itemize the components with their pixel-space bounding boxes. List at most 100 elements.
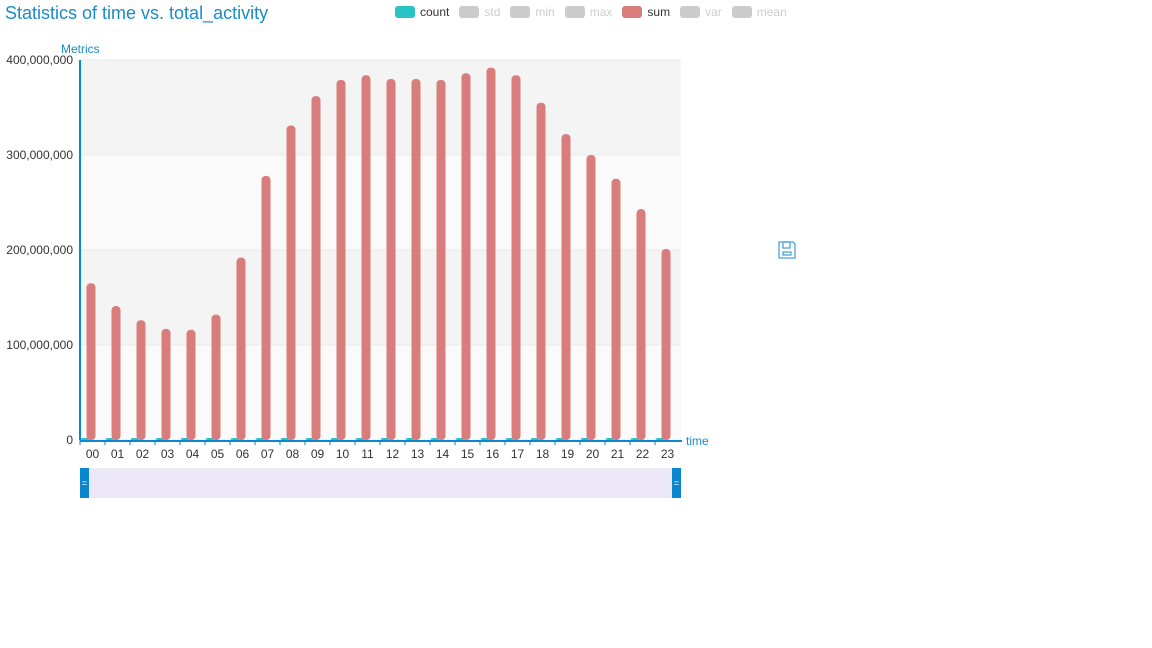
x-tick-label: 19 bbox=[561, 447, 575, 461]
bar-sum-10[interactable] bbox=[336, 79, 346, 440]
x-tick-label: 06 bbox=[236, 447, 250, 461]
bar-sum-22[interactable] bbox=[636, 209, 646, 440]
bar-count-21[interactable] bbox=[605, 438, 615, 440]
bar-count-20[interactable] bbox=[580, 438, 590, 440]
bar-count-23[interactable] bbox=[655, 438, 665, 440]
legend-item-sum[interactable]: sum bbox=[622, 5, 670, 19]
bar-sum-17[interactable] bbox=[511, 75, 521, 440]
bar-sum-05[interactable] bbox=[211, 314, 221, 440]
x-tick-label: 17 bbox=[511, 447, 525, 461]
bar-sum-08[interactable] bbox=[286, 125, 296, 441]
x-tick-label: 22 bbox=[636, 447, 650, 461]
grid-band bbox=[80, 155, 680, 250]
legend-label: std bbox=[484, 5, 501, 19]
bar-sum-12[interactable] bbox=[386, 79, 396, 440]
data-zoom-range[interactable] bbox=[80, 468, 681, 498]
x-tick-label: 00 bbox=[86, 447, 100, 461]
bar-sum-03[interactable] bbox=[161, 328, 171, 440]
legend-swatch bbox=[395, 6, 415, 18]
legend-item-var[interactable]: var bbox=[680, 5, 722, 19]
save-icon[interactable] bbox=[777, 240, 797, 260]
x-tick-label: 14 bbox=[436, 447, 450, 461]
bar-count-05[interactable] bbox=[205, 438, 215, 440]
bar-sum-07[interactable] bbox=[261, 175, 271, 440]
bar-count-09[interactable] bbox=[305, 438, 315, 440]
bar-sum-11[interactable] bbox=[361, 75, 371, 440]
legend-swatch bbox=[510, 6, 531, 18]
bar-count-07[interactable] bbox=[255, 438, 265, 440]
grid-band bbox=[80, 250, 680, 345]
bar-count-00[interactable] bbox=[80, 438, 90, 440]
legend-swatch bbox=[731, 6, 752, 18]
bar-count-22[interactable] bbox=[630, 438, 640, 440]
legend-item-max[interactable]: max bbox=[564, 5, 613, 19]
bar-sum-20[interactable] bbox=[586, 155, 596, 440]
bar-sum-23[interactable] bbox=[661, 249, 671, 440]
legend-item-mean[interactable]: mean bbox=[731, 5, 787, 19]
bar-sum-21[interactable] bbox=[611, 178, 621, 440]
legend-label: mean bbox=[756, 5, 787, 19]
bar-sum-06[interactable] bbox=[236, 257, 246, 440]
legend-label: max bbox=[589, 5, 613, 19]
bar-sum-19[interactable] bbox=[561, 134, 571, 440]
x-tick-label: 15 bbox=[461, 447, 475, 461]
x-tick-label: 16 bbox=[486, 447, 500, 461]
bar-count-12[interactable] bbox=[380, 438, 390, 440]
bar-count-06[interactable] bbox=[230, 438, 240, 440]
x-tick-label: 23 bbox=[661, 447, 675, 461]
x-tick-label: 09 bbox=[311, 447, 325, 461]
bar-sum-18[interactable] bbox=[536, 102, 546, 440]
bar-sum-13[interactable] bbox=[411, 79, 421, 440]
bar-count-11[interactable] bbox=[355, 438, 365, 440]
x-tick-label: 03 bbox=[161, 447, 175, 461]
bar-count-10[interactable] bbox=[330, 438, 340, 440]
x-tick-label: 18 bbox=[536, 447, 550, 461]
bar-count-17[interactable] bbox=[505, 438, 515, 440]
bar-count-16[interactable] bbox=[480, 438, 490, 440]
data-zoom-slider[interactable]: = = bbox=[80, 468, 681, 498]
bar-count-19[interactable] bbox=[555, 438, 565, 440]
legend: count std min max sum var mean bbox=[395, 4, 797, 20]
bar-sum-16[interactable] bbox=[486, 67, 496, 440]
legend-swatch bbox=[564, 6, 585, 18]
y-axis-label: Metrics bbox=[61, 42, 100, 56]
legend-item-count[interactable]: count bbox=[395, 5, 449, 19]
bar-count-02[interactable] bbox=[130, 438, 140, 440]
bar-count-14[interactable] bbox=[430, 438, 440, 440]
chart: 0 100,000,000 200,000,000 300,000,000 400,00… bbox=[6, 53, 682, 461]
bar-count-04[interactable] bbox=[180, 438, 190, 440]
legend-swatch bbox=[680, 6, 701, 18]
grid-band bbox=[80, 345, 680, 440]
page-title: Statistics of time vs. total_activity bbox=[5, 3, 269, 23]
bar-count-03[interactable] bbox=[155, 438, 165, 440]
legend-item-min[interactable]: min bbox=[510, 5, 555, 19]
x-axis-label: time bbox=[686, 434, 709, 448]
bar-count-08[interactable] bbox=[280, 438, 290, 440]
data-zoom-end-handle[interactable]: = bbox=[672, 468, 681, 498]
legend-swatch bbox=[459, 6, 480, 18]
legend-label: var bbox=[705, 5, 722, 19]
bar-count-18[interactable] bbox=[530, 438, 540, 440]
y-tick-label: 200,000,000 bbox=[6, 243, 73, 257]
bar-sum-14[interactable] bbox=[436, 79, 446, 440]
bar-count-01[interactable] bbox=[105, 438, 115, 440]
data-zoom-start-handle[interactable]: = bbox=[80, 468, 89, 498]
legend-item-std[interactable]: std bbox=[459, 5, 500, 19]
bar-sum-09[interactable] bbox=[311, 96, 321, 440]
x-tick-label: 21 bbox=[611, 447, 625, 461]
bar-sum-15[interactable] bbox=[461, 73, 471, 441]
grid-band bbox=[80, 60, 680, 155]
bar-sum-00[interactable] bbox=[86, 283, 96, 440]
bar-count-13[interactable] bbox=[405, 438, 415, 440]
legend-swatch bbox=[622, 6, 643, 18]
bar-sum-01[interactable] bbox=[111, 306, 121, 440]
x-tick-label: 13 bbox=[411, 447, 425, 461]
bar-count-15[interactable] bbox=[455, 438, 465, 440]
x-tick-label: 08 bbox=[286, 447, 300, 461]
y-tick-label: 300,000,000 bbox=[6, 148, 73, 162]
bar-sum-04[interactable] bbox=[186, 329, 196, 440]
legend-label: sum bbox=[647, 5, 671, 19]
legend-label: min bbox=[535, 5, 555, 19]
x-tick-label: 07 bbox=[261, 447, 275, 461]
bar-sum-02[interactable] bbox=[136, 320, 146, 440]
